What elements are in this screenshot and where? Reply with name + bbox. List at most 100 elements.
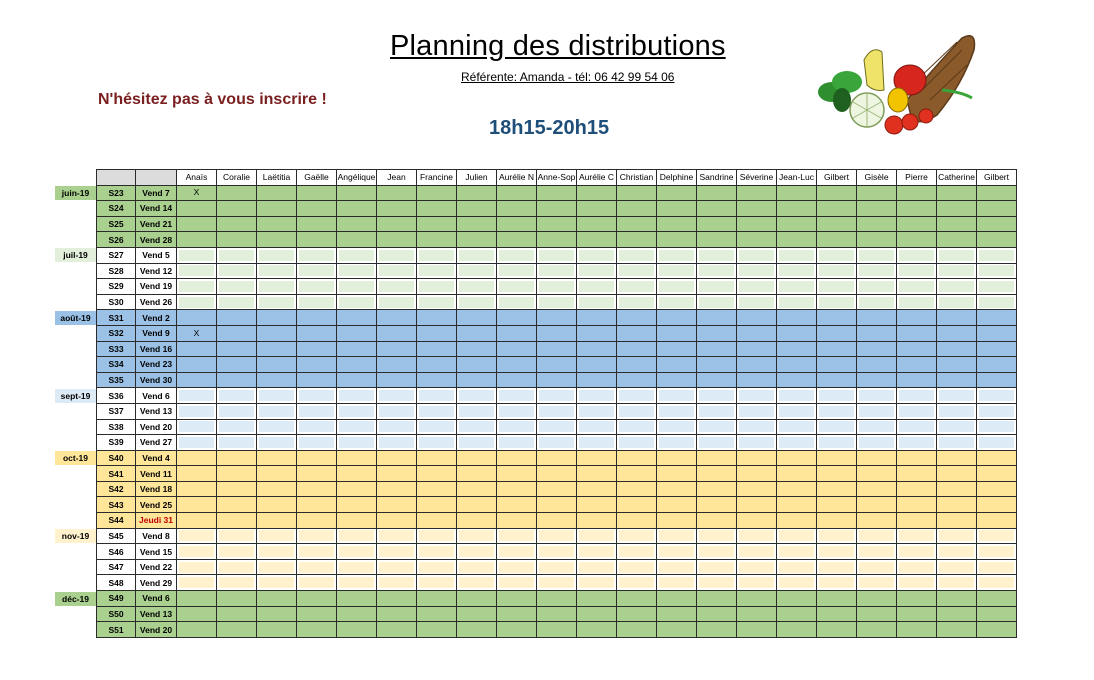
signup-cell[interactable] [856, 449, 897, 467]
signup-cell[interactable] [776, 371, 817, 389]
signup-cell[interactable] [456, 465, 497, 482]
signup-cell[interactable] [296, 340, 337, 358]
signup-cell[interactable] [736, 590, 777, 607]
signup-cell[interactable] [736, 402, 777, 420]
signup-cell[interactable] [816, 402, 857, 420]
signup-cell[interactable] [496, 200, 537, 217]
signup-cell[interactable] [776, 558, 817, 576]
signup-cell[interactable] [656, 558, 697, 576]
signup-cell[interactable] [816, 621, 857, 638]
signup-cell[interactable] [376, 465, 417, 482]
signup-cell[interactable] [216, 340, 257, 358]
signup-cell[interactable] [456, 231, 497, 248]
signup-cell[interactable] [576, 402, 617, 420]
signup-cell[interactable] [456, 574, 497, 592]
signup-cell[interactable] [696, 527, 737, 545]
signup-cell[interactable] [656, 246, 697, 264]
signup-cell[interactable] [416, 621, 457, 638]
signup-cell[interactable] [336, 402, 377, 420]
signup-cell[interactable] [616, 590, 657, 607]
signup-cell[interactable] [816, 512, 857, 529]
signup-cell[interactable] [176, 434, 217, 451]
signup-cell[interactable] [936, 293, 977, 311]
signup-cell[interactable] [856, 465, 897, 482]
signup-cell[interactable] [936, 512, 977, 529]
signup-cell[interactable] [896, 574, 937, 592]
signup-cell[interactable] [936, 480, 977, 498]
signup-cell[interactable] [816, 278, 857, 295]
signup-cell[interactable] [896, 605, 937, 623]
signup-cell[interactable] [816, 246, 857, 264]
signup-cell[interactable] [616, 527, 657, 545]
signup-cell[interactable] [736, 543, 777, 560]
signup-cell[interactable] [296, 200, 337, 217]
signup-cell[interactable] [616, 262, 657, 280]
signup-cell[interactable] [416, 246, 457, 264]
signup-cell[interactable] [376, 215, 417, 233]
signup-cell[interactable] [896, 496, 937, 514]
signup-cell[interactable] [936, 278, 977, 295]
signup-cell[interactable] [816, 324, 857, 342]
signup-cell[interactable] [536, 340, 577, 358]
signup-cell[interactable] [256, 200, 297, 217]
signup-cell[interactable] [976, 293, 1017, 311]
signup-cell[interactable] [976, 262, 1017, 280]
signup-cell[interactable] [376, 558, 417, 576]
signup-cell[interactable] [976, 200, 1017, 217]
signup-cell[interactable] [936, 215, 977, 233]
signup-cell[interactable] [456, 558, 497, 576]
signup-cell[interactable] [536, 200, 577, 217]
signup-cell[interactable] [816, 340, 857, 358]
signup-cell[interactable] [336, 356, 377, 373]
signup-cell[interactable] [576, 621, 617, 638]
signup-cell[interactable] [496, 309, 537, 326]
signup-cell[interactable] [656, 231, 697, 248]
signup-cell[interactable] [976, 215, 1017, 233]
signup-cell[interactable] [536, 184, 577, 202]
signup-cell[interactable] [536, 621, 577, 638]
signup-cell[interactable] [576, 324, 617, 342]
signup-cell[interactable] [696, 356, 737, 373]
signup-cell[interactable] [416, 605, 457, 623]
signup-cell[interactable] [616, 402, 657, 420]
signup-cell[interactable] [896, 465, 937, 482]
signup-cell[interactable] [656, 418, 697, 436]
signup-cell[interactable] [656, 480, 697, 498]
signup-cell[interactable] [536, 402, 577, 420]
signup-cell[interactable] [296, 621, 337, 638]
signup-cell[interactable] [616, 356, 657, 373]
signup-cell[interactable] [816, 434, 857, 451]
signup-cell[interactable] [936, 449, 977, 467]
signup-cell[interactable] [376, 340, 417, 358]
signup-cell[interactable] [336, 184, 377, 202]
signup-cell[interactable] [376, 402, 417, 420]
signup-cell[interactable] [576, 387, 617, 404]
signup-cell[interactable] [256, 278, 297, 295]
signup-cell[interactable] [496, 246, 537, 264]
signup-cell[interactable] [536, 371, 577, 389]
signup-cell[interactable]: X [176, 324, 217, 342]
signup-cell[interactable] [736, 605, 777, 623]
signup-cell[interactable] [296, 527, 337, 545]
signup-cell[interactable] [336, 605, 377, 623]
signup-cell[interactable] [816, 590, 857, 607]
signup-cell[interactable] [696, 184, 737, 202]
signup-cell[interactable] [216, 371, 257, 389]
signup-cell[interactable] [336, 621, 377, 638]
signup-cell[interactable] [616, 371, 657, 389]
signup-cell[interactable] [776, 215, 817, 233]
signup-cell[interactable] [496, 387, 537, 404]
signup-cell[interactable] [736, 387, 777, 404]
signup-cell[interactable] [336, 449, 377, 467]
signup-cell[interactable] [256, 605, 297, 623]
signup-cell[interactable] [736, 621, 777, 638]
signup-cell[interactable] [536, 324, 577, 342]
signup-cell[interactable] [496, 231, 537, 248]
signup-cell[interactable] [856, 434, 897, 451]
signup-cell[interactable] [416, 215, 457, 233]
signup-cell[interactable] [936, 356, 977, 373]
signup-cell[interactable] [896, 309, 937, 326]
signup-cell[interactable] [536, 590, 577, 607]
signup-cell[interactable] [616, 309, 657, 326]
signup-cell[interactable] [896, 293, 937, 311]
